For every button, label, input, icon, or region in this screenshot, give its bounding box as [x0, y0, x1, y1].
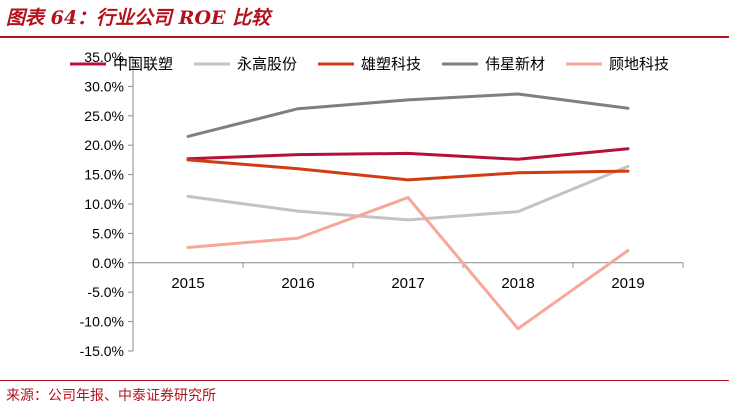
data-point-5-2018	[516, 327, 520, 331]
data-point-5-2016	[296, 236, 300, 240]
data-point-4-2017	[406, 98, 410, 102]
x-tick-label-2015: 2015	[171, 275, 204, 292]
legend-label-3: 雄塑科技	[361, 56, 421, 73]
data-point-1-2017	[406, 151, 410, 155]
legend: 中国联塑 永高股份 雄塑科技 伟星新材 顾地科技	[70, 56, 669, 73]
legend-label-5: 顾地科技	[609, 56, 669, 73]
source-note: 来源：公司年报、中泰证券研究所	[6, 388, 216, 404]
data-point-4-2016	[296, 107, 300, 111]
data-point-3-2016	[296, 167, 300, 171]
series-lines	[186, 92, 630, 331]
legend-label-2: 永高股份	[237, 56, 297, 73]
y-tick-label-30.0: 30.0%	[84, 78, 124, 94]
data-point-4-2015	[186, 134, 190, 138]
data-point-3-2019	[626, 169, 630, 173]
series-line-4	[186, 92, 630, 138]
data-point-3-2018	[516, 171, 520, 175]
y-tick-label-35.0: 35.0%	[84, 49, 124, 65]
chart-title: 图表 64：行业公司 ROE 比较	[6, 7, 271, 29]
data-point-5-2015	[186, 246, 190, 250]
y-tick-label-25.0: 25.0%	[84, 108, 124, 124]
data-point-1-2016	[296, 153, 300, 157]
data-point-2-2019	[626, 164, 630, 168]
legend-label-4: 伟星新材	[485, 56, 545, 73]
axes: 35.0% 30.0% 25.0% 20.0% 15.0% 10.0% 5.0% 0.0% -5…	[80, 49, 684, 359]
y-tick-label-10.0: 10.0%	[84, 196, 124, 212]
series-line-1	[186, 147, 630, 161]
source-divider	[0, 380, 729, 381]
y-tick-label--5.0: -5.0%	[87, 284, 124, 300]
series-line-3	[186, 158, 630, 182]
y-tick-label-15.0: 15.0%	[84, 167, 124, 183]
y-tick-label--15.0: -15.0%	[80, 343, 124, 359]
series-line-2	[186, 164, 630, 222]
data-point-5-2017	[406, 196, 410, 200]
y-tick-label-5.0: 5.0%	[92, 225, 124, 241]
title-divider	[0, 36, 729, 38]
data-point-2-2018	[516, 210, 520, 214]
y-tick-label-0.0: 0.0%	[92, 255, 124, 271]
x-tick-label-2018: 2018	[501, 275, 534, 292]
x-tick-label-2016: 2016	[281, 275, 314, 292]
line-chart: 35.0% 30.0% 25.0% 20.0% 15.0% 10.0% 5.0% 0.0% -5…	[70, 49, 684, 359]
data-point-5-2019	[626, 248, 630, 252]
x-tick-label-2017: 2017	[391, 275, 424, 292]
x-tick-label-2019: 2019	[611, 275, 644, 292]
data-point-1-2018	[516, 157, 520, 161]
y-tick-label--10.0: -10.0%	[80, 314, 124, 330]
series-line-5	[186, 196, 630, 331]
data-point-2-2016	[296, 209, 300, 213]
data-point-3-2015	[186, 158, 190, 162]
y-tick-label-20.0: 20.0%	[84, 137, 124, 153]
data-point-2-2015	[186, 194, 190, 198]
data-point-2-2017	[406, 218, 410, 222]
legend-label-1: 中国联塑	[113, 56, 173, 73]
data-point-3-2017	[406, 178, 410, 182]
data-point-1-2019	[626, 147, 630, 151]
data-point-4-2019	[626, 106, 630, 110]
data-point-4-2018	[516, 92, 520, 96]
